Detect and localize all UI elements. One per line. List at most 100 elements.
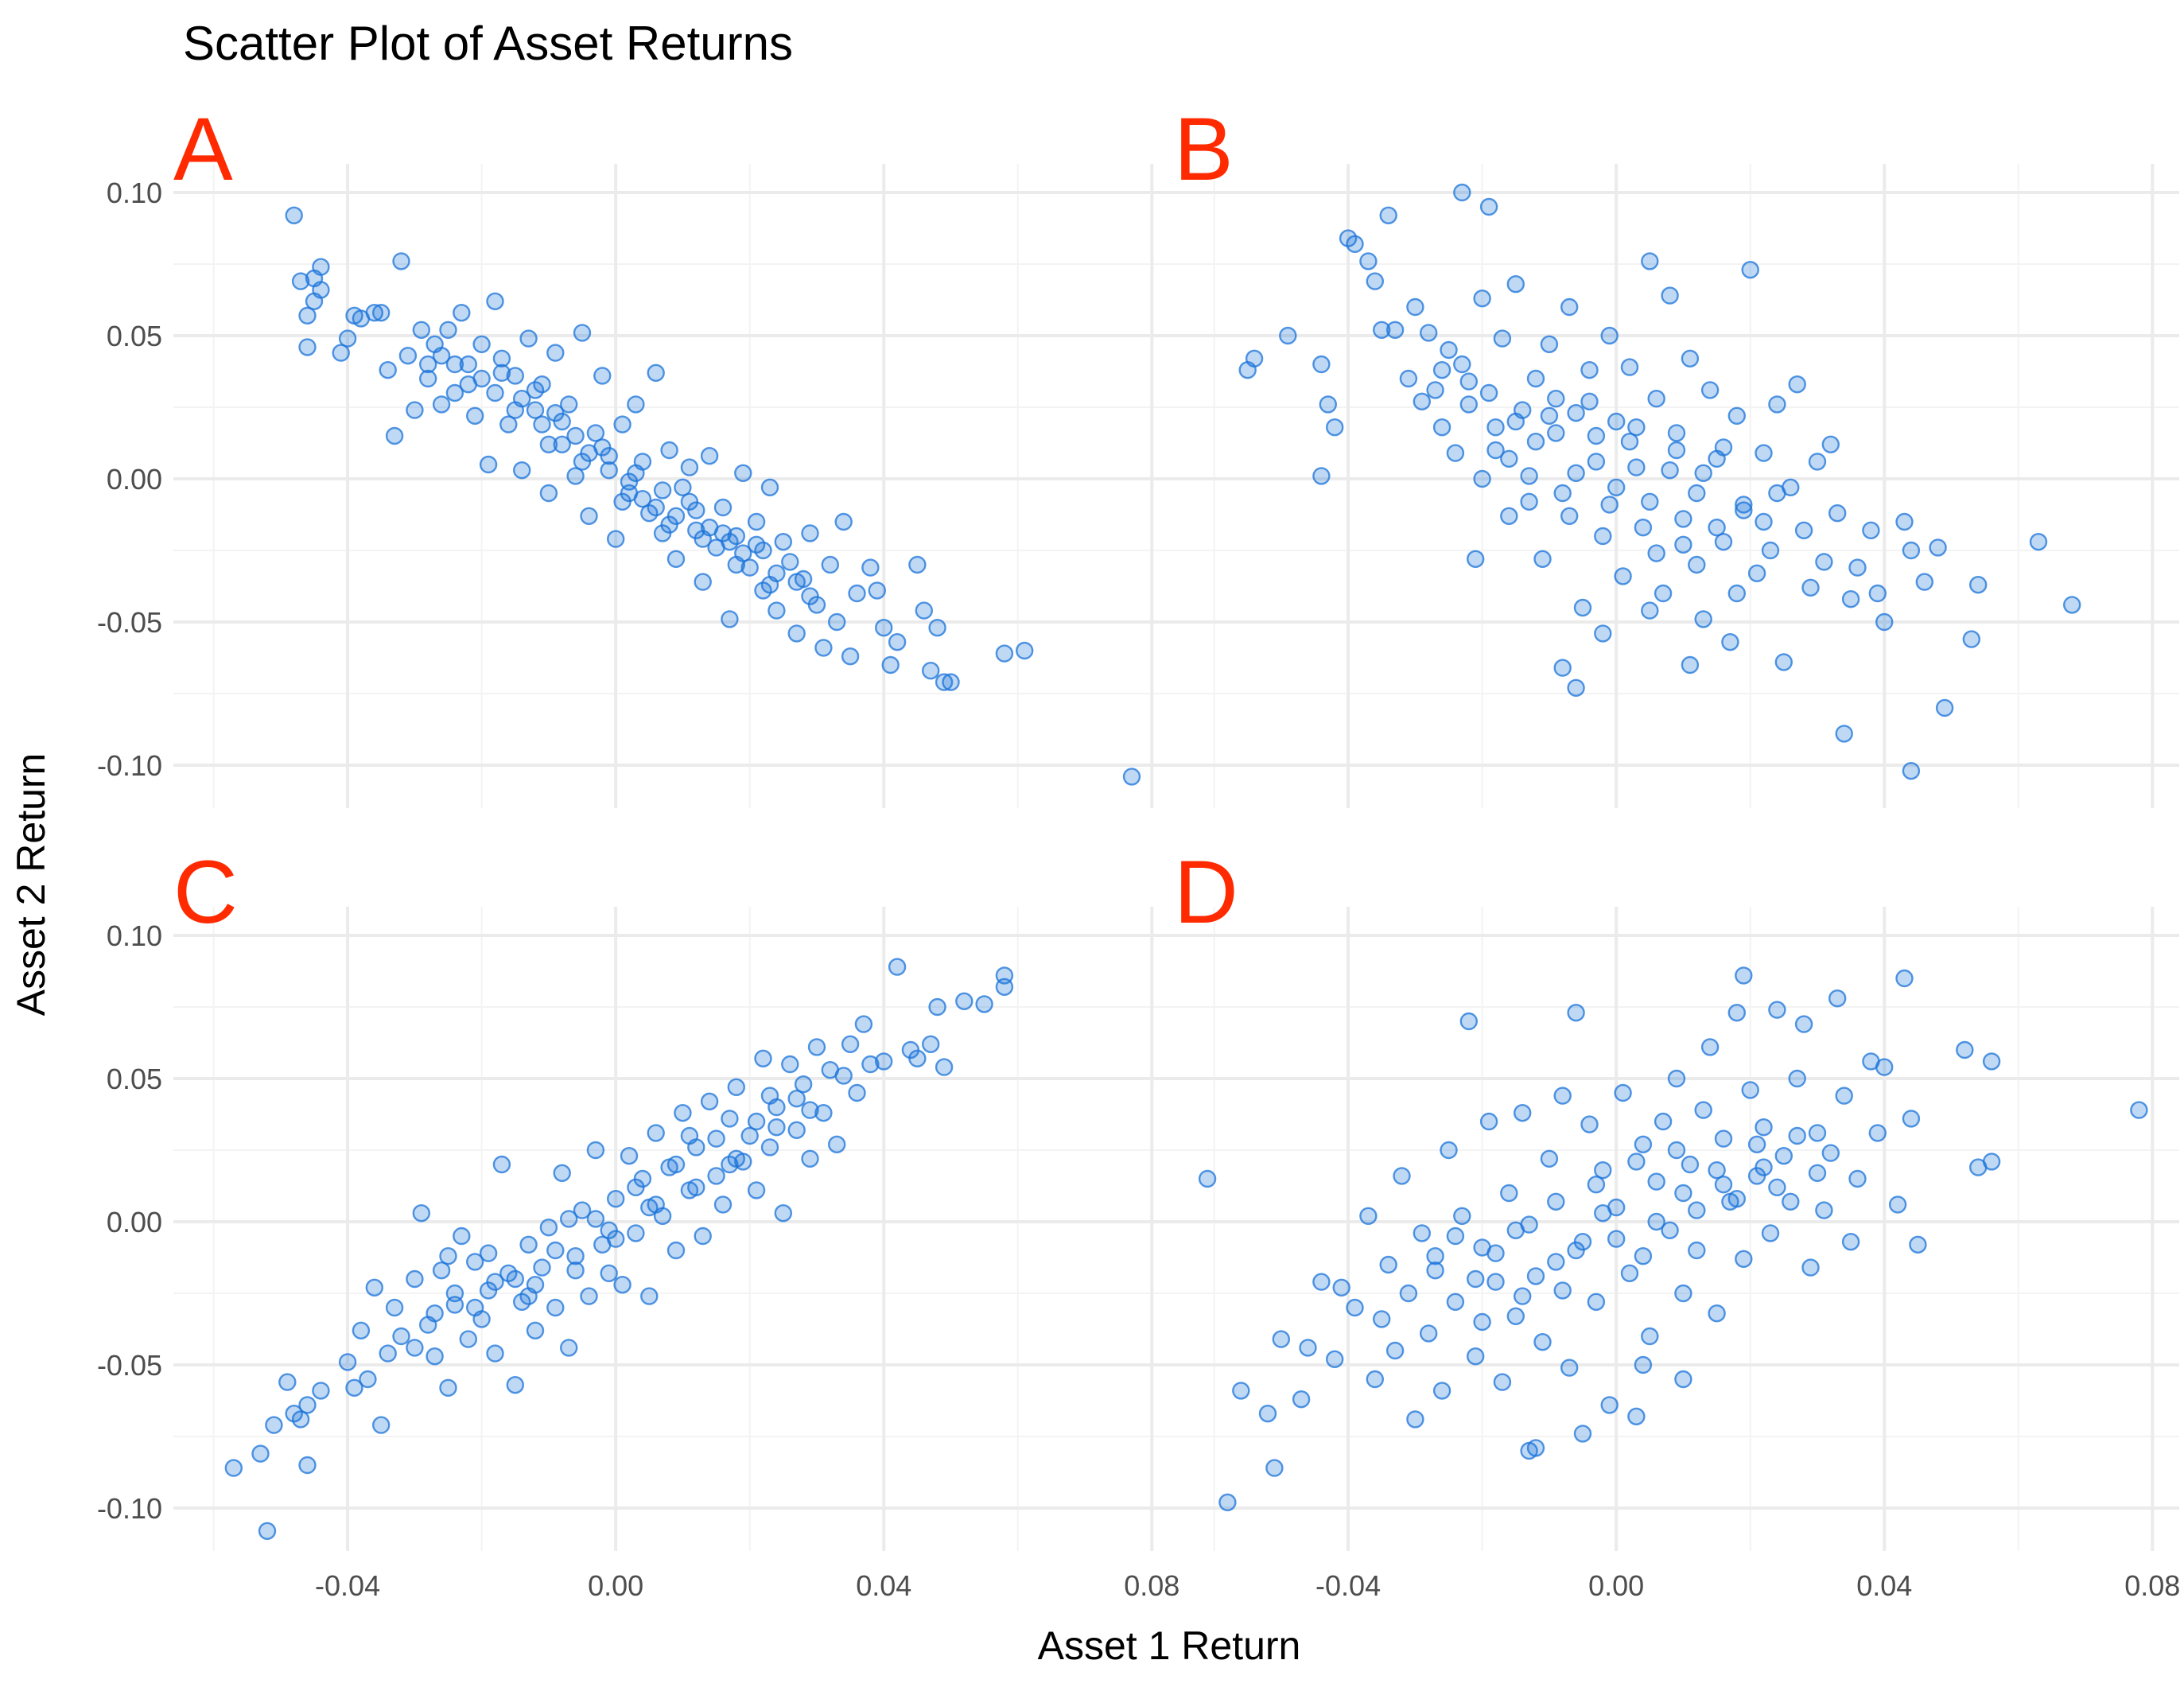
data-point — [915, 601, 934, 620]
data-point — [881, 655, 900, 675]
data-point — [365, 1278, 383, 1297]
y-tick-label: -0.05 — [97, 1349, 162, 1382]
data-point — [1674, 1284, 1692, 1303]
data-point — [406, 401, 424, 419]
data-point — [586, 1210, 605, 1228]
data-point — [1332, 1278, 1350, 1297]
data-point — [1627, 1153, 1646, 1171]
data-point — [1815, 1201, 1833, 1219]
data-point — [1312, 467, 1331, 485]
data-point — [1479, 383, 1498, 402]
data-point — [439, 1378, 457, 1398]
data-point — [1406, 297, 1424, 317]
x-tick-label: -0.04 — [1315, 1569, 1381, 1602]
x-axis-title: Asset 1 Return — [1038, 1623, 1301, 1668]
data-point — [640, 1198, 659, 1217]
y-tick-label: -0.05 — [97, 606, 162, 639]
x-tick-label: 0.04 — [1856, 1569, 1912, 1602]
data-point — [1654, 1112, 1673, 1131]
data-point — [1567, 1241, 1585, 1260]
data-point — [2029, 533, 2048, 551]
data-point — [1500, 507, 1518, 525]
data-point — [1768, 484, 1786, 503]
data-point — [1735, 966, 1753, 985]
data-point — [1902, 762, 1921, 780]
data-point — [432, 347, 451, 365]
data-point — [372, 304, 391, 322]
data-point — [1821, 1144, 1840, 1162]
data-point — [379, 1344, 397, 1363]
data-point — [1774, 653, 1793, 671]
data-point — [2062, 596, 2081, 614]
data-point — [1868, 584, 1887, 603]
y-tick-label: 0.05 — [107, 1063, 162, 1095]
data-point — [1580, 392, 1599, 410]
data-point — [680, 458, 699, 476]
data-point — [781, 1055, 799, 1074]
data-point — [533, 415, 551, 433]
data-point — [1694, 1101, 1712, 1119]
data-point — [1956, 1040, 1974, 1059]
data-point — [666, 550, 686, 568]
data-point — [607, 530, 625, 548]
data-point — [1600, 326, 1619, 345]
data-point — [674, 1103, 692, 1122]
data-point — [486, 292, 504, 310]
data-point — [821, 555, 840, 574]
data-point — [1654, 584, 1673, 603]
data-point — [1312, 355, 1331, 374]
data-point — [1459, 395, 1479, 414]
data-point — [560, 1339, 578, 1357]
y-tick-label: 0.00 — [107, 1206, 162, 1238]
data-point — [814, 639, 833, 657]
data-point — [258, 1522, 277, 1541]
data-point — [513, 461, 531, 480]
data-point — [814, 1103, 833, 1122]
data-point — [1727, 406, 1747, 425]
data-point — [1346, 1298, 1364, 1317]
data-point — [687, 1178, 705, 1197]
data-point — [1459, 1012, 1479, 1031]
data-point — [1661, 286, 1679, 305]
data-point — [1634, 519, 1653, 537]
data-point — [721, 1110, 739, 1128]
data-point — [1647, 1212, 1665, 1231]
data-point — [713, 1195, 733, 1214]
data-point — [1299, 1339, 1317, 1357]
x-tick-label: 0.08 — [2124, 1569, 2180, 1602]
data-point — [747, 535, 766, 554]
data-point — [848, 1083, 866, 1102]
data-point — [1547, 1192, 1565, 1211]
data-point — [1755, 1158, 1773, 1176]
data-point — [787, 624, 806, 643]
data-point — [1634, 1135, 1653, 1154]
data-point — [1393, 1167, 1411, 1185]
data-point — [1493, 1373, 1512, 1391]
data-point — [1641, 601, 1659, 620]
data-point — [1372, 1310, 1391, 1328]
data-point — [1968, 576, 1988, 594]
data-point — [627, 395, 645, 414]
data-point — [801, 524, 819, 542]
data-point — [553, 1164, 571, 1183]
data-point — [1453, 355, 1471, 374]
data-point — [1520, 492, 1538, 511]
data-point — [466, 1298, 484, 1317]
data-point — [412, 321, 430, 339]
data-point — [935, 673, 954, 691]
data-point — [1346, 235, 1364, 253]
data-point — [1888, 1195, 1907, 1214]
data-point — [291, 272, 310, 290]
data-point — [1647, 390, 1665, 408]
data-point — [1466, 1269, 1485, 1289]
data-point — [666, 1241, 686, 1260]
data-point — [1533, 550, 1552, 568]
data-point — [1828, 504, 1847, 523]
chart-title: Scatter Plot of Asset Returns — [183, 17, 793, 70]
data-point — [1727, 584, 1747, 603]
data-point — [1634, 1246, 1653, 1265]
data-point — [586, 424, 605, 442]
data-point — [1755, 512, 1773, 531]
data-point — [613, 492, 631, 511]
data-point — [1674, 535, 1692, 554]
